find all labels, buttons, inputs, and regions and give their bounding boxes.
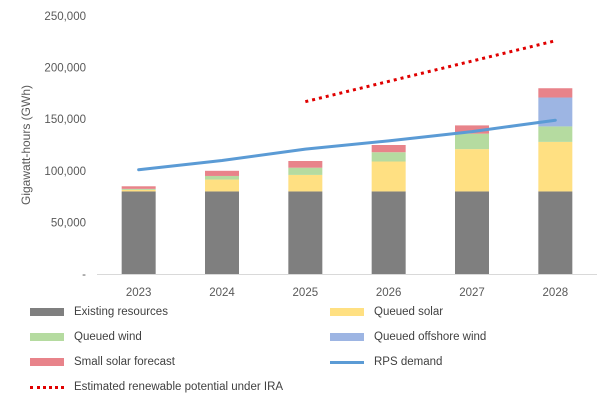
legend-swatch xyxy=(330,333,364,341)
legend-label: Queued offshore wind xyxy=(374,331,487,343)
legend-swatch xyxy=(330,308,364,316)
bar-segment xyxy=(205,179,239,192)
legend-swatch xyxy=(30,308,64,316)
x-tick-label: 2025 xyxy=(293,287,319,299)
bar-segment xyxy=(288,191,323,274)
bar-segment xyxy=(205,175,239,180)
x-tick-label: 2024 xyxy=(209,287,235,299)
legend-swatch xyxy=(30,385,64,389)
bar-segment xyxy=(205,170,239,176)
legend-swatch xyxy=(330,360,364,364)
bar-segment xyxy=(288,167,323,175)
legend-item: Small solar forecast xyxy=(30,353,175,371)
legend-label: Queued wind xyxy=(74,331,142,343)
bar-segment xyxy=(288,174,323,192)
legend-label: Small solar forecast xyxy=(74,356,175,368)
bar-segment xyxy=(288,160,323,168)
bars xyxy=(121,88,573,274)
bar-segment xyxy=(538,126,573,142)
series-line xyxy=(137,118,557,172)
bar-segment xyxy=(455,125,489,134)
legend-label: Queued solar xyxy=(374,306,444,318)
bar-segment xyxy=(371,152,406,162)
bar-segment xyxy=(455,149,489,192)
legend-label: RPS demand xyxy=(374,356,443,368)
bar-segment xyxy=(538,88,573,98)
legend-item: Queued wind xyxy=(30,328,142,346)
y-axis-title: Gigawatt-hours (GWh) xyxy=(19,85,33,205)
y-tick-label: 200,000 xyxy=(44,63,86,75)
legend-item: RPS demand xyxy=(330,353,442,371)
y-tick-label: 150,000 xyxy=(44,114,86,126)
legend-label: Existing resources xyxy=(74,306,168,318)
y-tick-label: 100,000 xyxy=(44,166,86,178)
legend-item: Existing resources xyxy=(30,303,168,321)
y-tick-label: 250,000 xyxy=(44,11,86,23)
bar-segment xyxy=(455,133,489,150)
y-tick-label: - xyxy=(82,269,86,281)
legend-item: Queued solar xyxy=(330,303,443,321)
bar-segment xyxy=(121,188,156,190)
legend-label: Estimated renewable potential under IRA xyxy=(74,381,284,393)
bar-segment xyxy=(538,141,573,192)
x-tick-label: 2028 xyxy=(543,287,569,299)
legend-swatch xyxy=(30,358,64,366)
bar-segment xyxy=(371,191,406,274)
series-lines xyxy=(137,39,557,172)
plot-area: - 50,000 100,000 150,000 200,000 250,000 Gigaw… xyxy=(19,11,597,299)
bar-segment xyxy=(205,191,239,274)
legend-swatch xyxy=(30,333,64,341)
bar-segment xyxy=(455,191,489,274)
bar-segment xyxy=(538,191,573,274)
axis-labels: - 50,000 100,000 150,000 200,000 250,000 Gigaw… xyxy=(19,11,568,299)
series-line xyxy=(304,39,556,104)
bar-segment xyxy=(121,189,156,192)
legend-item: Queued offshore wind xyxy=(330,328,486,346)
y-tick-label: 50,000 xyxy=(51,217,86,229)
bar-segment xyxy=(121,186,156,189)
legend-item: Estimated renewable potential under IRA xyxy=(30,378,283,396)
x-tick-label: 2027 xyxy=(459,287,485,299)
x-tick-label: 2026 xyxy=(376,287,402,299)
bar-segment xyxy=(371,161,406,192)
legend: Existing resources Queued solar Queued win… xyxy=(0,300,613,410)
bar-segment xyxy=(371,145,406,153)
x-tick-label: 2023 xyxy=(126,287,152,299)
bar-segment xyxy=(121,191,156,274)
